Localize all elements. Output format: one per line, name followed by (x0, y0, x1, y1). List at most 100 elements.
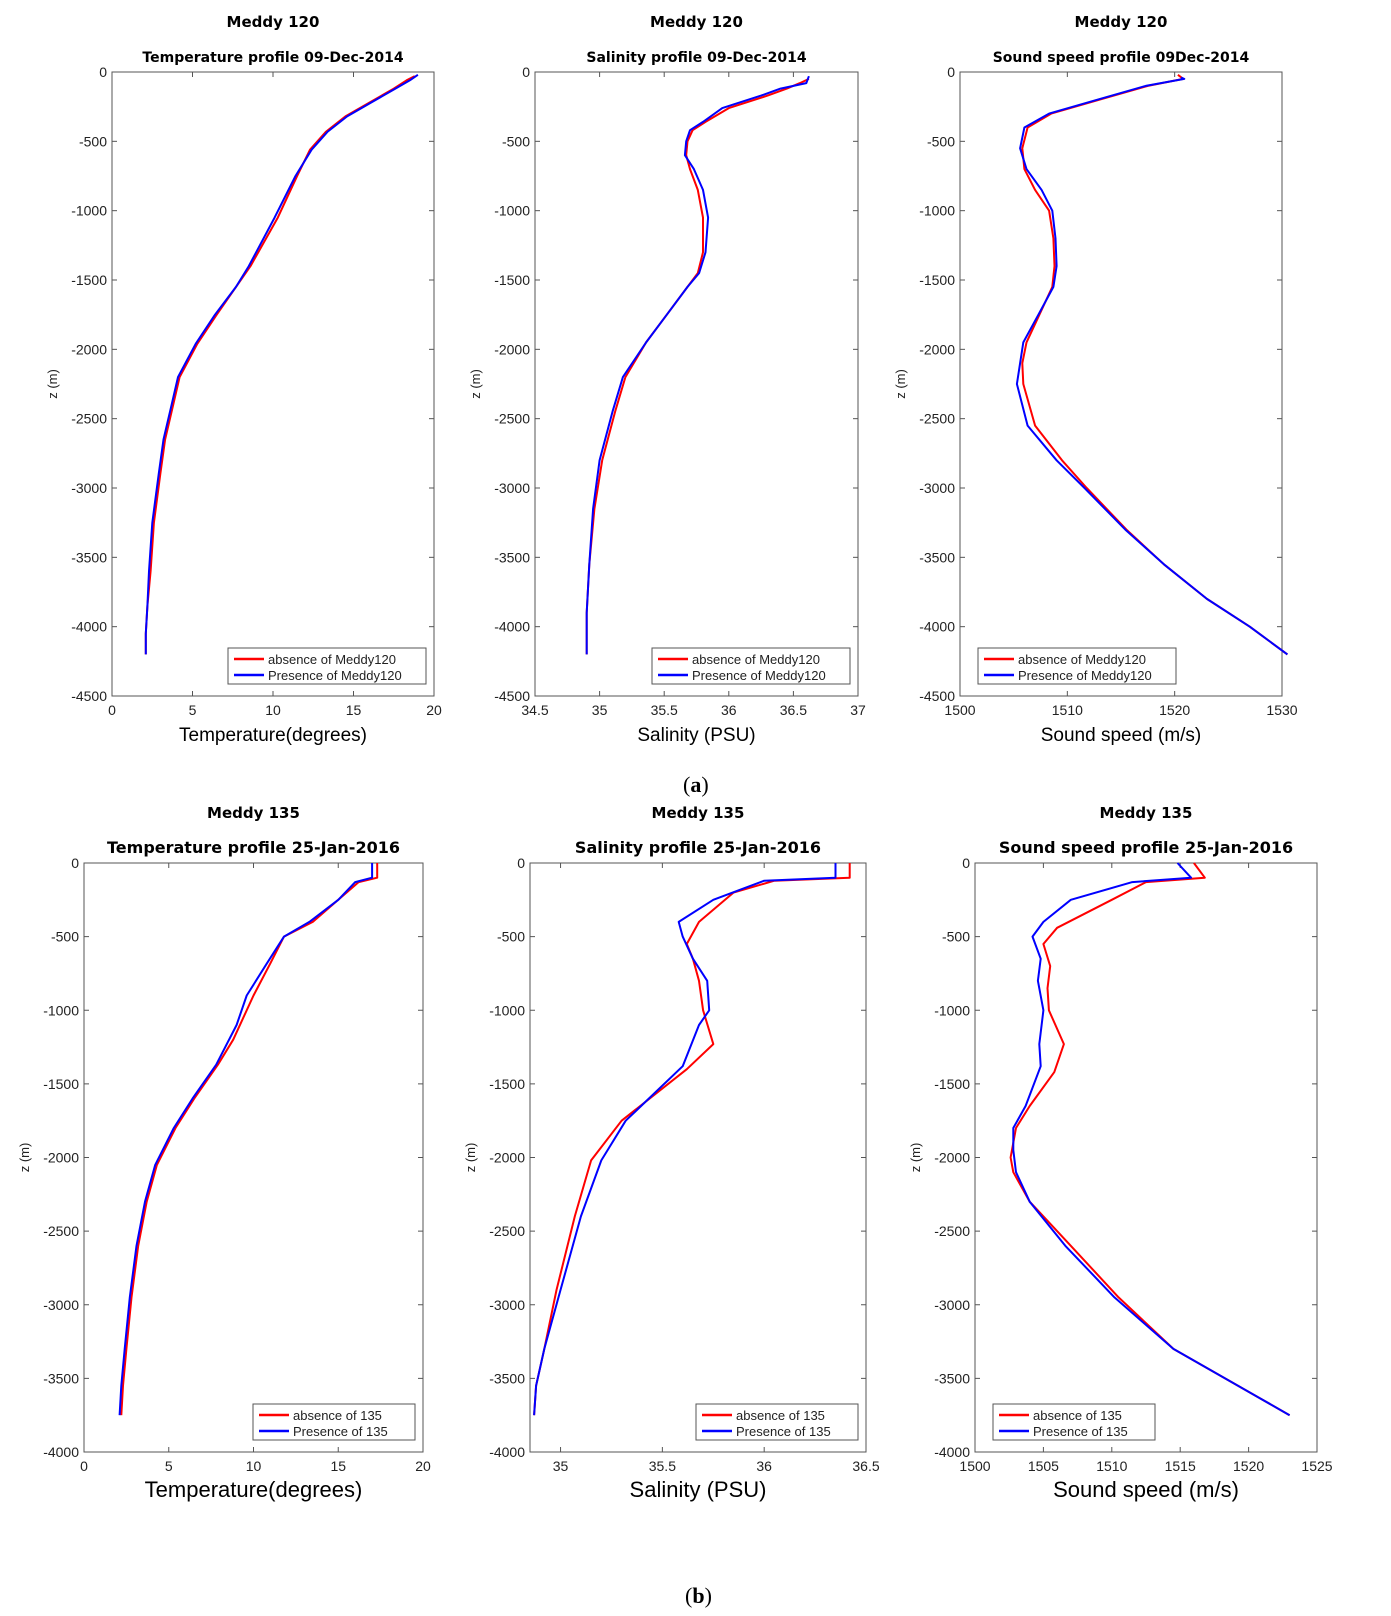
chart-2-xtick-label: 34.5 (521, 702, 548, 718)
chart-6-xtick-label: 1500 (959, 1458, 990, 1474)
chart-1-axes-frame (111, 71, 435, 697)
chart-5-title: Meddy 135 (652, 804, 745, 822)
chart-6-ytick-label: -500 (942, 929, 970, 945)
chart-6-series-1-line (1009, 862, 1291, 1417)
chart-3-subtitle: Sound speed profile 09Dec-2014 (993, 50, 1250, 66)
chart-3-ytick-label: -3000 (919, 480, 955, 496)
chart-5-xtick-label: 36 (756, 1458, 772, 1474)
chart-3-ylabel: z (m) (893, 369, 908, 399)
chart-6-ytick-label: -2000 (934, 1150, 970, 1166)
chart-1-ytick-label: -3000 (71, 480, 107, 496)
chart-5-xtick-label: 35.5 (649, 1458, 676, 1474)
chart-1-subtitle: Temperature profile 09-Dec-2014 (142, 50, 403, 66)
chart-6-ytick-label: -2500 (934, 1223, 970, 1239)
chart-4-series-2-line (118, 863, 374, 1416)
chart-1-legend-label-2: Presence of Meddy120 (268, 668, 402, 683)
chart-4-xtick-label: 20 (415, 1458, 431, 1474)
chart-5-ylabel: z (m) (463, 1143, 478, 1173)
chart-5-legend-label-1: absence of 135 (736, 1408, 825, 1423)
chart-2-series-2-line (585, 75, 810, 655)
chart-4-ytick-label: -4000 (43, 1444, 79, 1460)
chart-5-ytick-label: -500 (497, 929, 525, 945)
chart-4-ytick-label: 0 (71, 855, 79, 871)
chart-5-series-1-line (533, 863, 851, 1416)
chart-6-xtick-label: 1520 (1233, 1458, 1264, 1474)
chart-4-legend-label-2: Presence of 135 (293, 1424, 388, 1439)
chart-3-ytick-label: -4000 (919, 619, 955, 635)
chart-4-ytick-label: -500 (51, 929, 79, 945)
chart-6-xtick-label: 1515 (1165, 1458, 1196, 1474)
chart-2-legend-box (651, 647, 851, 685)
chart-3-ytick-label: -2000 (919, 341, 955, 357)
chart-4-ytick-label: -1000 (43, 1002, 79, 1018)
chart-1-ytick-label: -3500 (71, 549, 107, 565)
chart-2-title: Meddy 120 (650, 13, 743, 31)
chart-5-xtick-label: 36.5 (852, 1458, 879, 1474)
chart-6-axes-frame (974, 862, 1318, 1453)
chart-2-ytick-label: -500 (502, 133, 530, 149)
chart-1-ytick-label: 0 (99, 64, 107, 80)
chart-4-ytick-label: -1500 (43, 1076, 79, 1092)
chart-1-title: Meddy 120 (227, 13, 320, 31)
chart-1-legend-box (227, 647, 427, 685)
chart-6-legend-label-2: Presence of 135 (1033, 1424, 1128, 1439)
chart-6-ytick-label: -4000 (934, 1444, 970, 1460)
chart-3-legend-label-1: absence of Meddy120 (1018, 652, 1146, 667)
chart-2-ytick-label: -3000 (494, 480, 530, 496)
chart-5-ytick-label: -2000 (489, 1150, 525, 1166)
chart-1-ytick-label: -1500 (71, 272, 107, 288)
chart-3-ytick-label: -1500 (919, 272, 955, 288)
chart-4-series-1-line (120, 863, 379, 1416)
chart-2-subtitle: Salinity profile 09-Dec-2014 (586, 50, 806, 66)
chart-2-ytick-label: -4000 (494, 619, 530, 635)
chart-4-ytick-label: -2500 (43, 1223, 79, 1239)
chart-6-title: Meddy 135 (1100, 804, 1193, 822)
chart-5-ytick-label: -3000 (489, 1297, 525, 1313)
chart-4-xlabel: Temperature(degrees) (145, 1477, 363, 1502)
chart-3-legend-label-2: Presence of Meddy120 (1018, 668, 1152, 683)
chart-6-ytick-label: -1000 (934, 1002, 970, 1018)
chart-1-xtick-label: 15 (346, 702, 362, 718)
chart-3-legend-box (977, 647, 1177, 685)
chart-5-axes-frame (529, 862, 867, 1453)
chart-6-legend-label-1: absence of 135 (1033, 1408, 1122, 1423)
chart-2-xtick-label: 36 (721, 702, 737, 718)
chart-2-ytick-label: -2000 (494, 341, 530, 357)
chart-2-ytick-label: 0 (522, 64, 530, 80)
chart-4-legend-label-1: absence of 135 (293, 1408, 382, 1423)
chart-1-xlabel: Temperature(degrees) (179, 725, 367, 746)
chart-1-xtick-label: 20 (426, 702, 442, 718)
chart-4-xtick-label: 5 (165, 1458, 173, 1474)
chart-1-legend-label-1: absence of Meddy120 (268, 652, 396, 667)
chart-3-xlabel: Sound speed (m/s) (1041, 725, 1202, 746)
chart-5-xlabel: Salinity (PSU) (630, 1477, 767, 1502)
chart-6-subtitle: Sound speed profile 25-Jan-2016 (999, 838, 1293, 857)
chart-4-subtitle: Temperature profile 25-Jan-2016 (107, 838, 400, 857)
chart-4-legend-box (252, 1403, 416, 1441)
chart-2-xtick-label: 35 (592, 702, 608, 718)
chart-4-ytick-label: -3000 (43, 1297, 79, 1313)
chart-6-xtick-label: 1525 (1301, 1458, 1332, 1474)
chart-1-series-1-line (144, 75, 416, 655)
chart-2-series-1-line (585, 77, 810, 655)
chart-2-ytick-label: -1500 (494, 272, 530, 288)
chart-1-xtick-label: 0 (108, 702, 116, 718)
chart-3-xtick-label: 1510 (1052, 702, 1083, 718)
chart-4-title: Meddy 135 (207, 804, 300, 822)
chart-1-ytick-label: -4500 (71, 688, 107, 704)
chart-3-ytick-label: -3500 (919, 549, 955, 565)
chart-6-series-2-line (1012, 862, 1291, 1417)
chart-3-ytick-label: -2500 (919, 411, 955, 427)
chart-5-legend-box (695, 1403, 859, 1441)
chart-6-xtick-label: 1505 (1028, 1458, 1059, 1474)
chart-6-ytick-label: 0 (962, 855, 970, 871)
chart-3-xtick-label: 1530 (1266, 702, 1297, 718)
chart-5-ytick-label: -4000 (489, 1444, 525, 1460)
chart-5-ytick-label: -2500 (489, 1223, 525, 1239)
panel-label-a: (a) (683, 772, 709, 797)
chart-3-series-2-line (1015, 76, 1288, 656)
chart-2-xlabel: Salinity (PSU) (637, 725, 755, 746)
chart-1-ytick-label: -500 (79, 133, 107, 149)
chart-1-ylabel: z (m) (45, 369, 60, 399)
